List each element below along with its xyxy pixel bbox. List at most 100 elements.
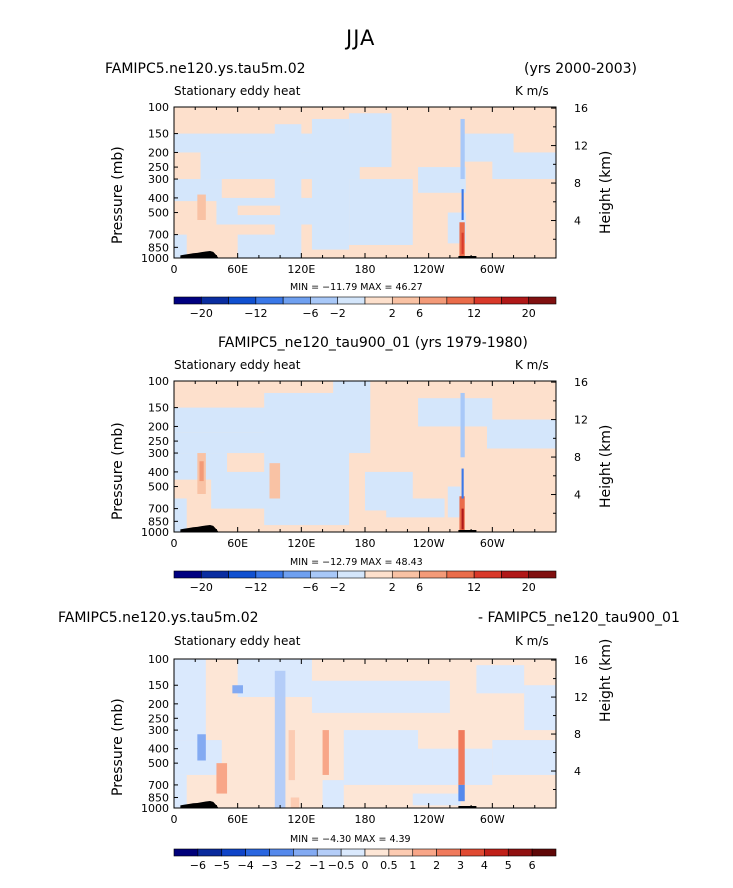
panel2-xtick-label: 0	[171, 537, 178, 550]
panel1-colorbar-label: −12	[244, 307, 267, 320]
panel3-topography	[180, 801, 219, 808]
panel2-ytick-label: 100	[148, 375, 169, 388]
panel3-colorbar-box	[269, 848, 294, 857]
panel3-colorbar-label: 2	[433, 859, 440, 872]
panel2-colorbar-box	[173, 570, 202, 579]
panel3-colorbar-box	[531, 848, 557, 857]
panel3-case-right: - FAMIPC5_ne120_tau900_01	[478, 610, 680, 626]
panel2-cell	[447, 486, 461, 518]
panel3-cell	[288, 730, 295, 781]
panel1-ytick-label: 250	[148, 161, 169, 174]
panel3-cell	[386, 748, 493, 785]
panel3-cell	[311, 680, 450, 713]
panel3-cell	[458, 784, 465, 802]
panel1-ytick-label: 850	[148, 241, 169, 254]
panel3-ytick-label: 200	[148, 698, 169, 711]
panel1-cell	[174, 234, 187, 258]
panel3-colorbar-box	[293, 848, 318, 857]
panel1-htick-label: 4	[574, 215, 581, 228]
panel2-field	[174, 381, 556, 532]
panel2-stats: MIN = −12.79 MAX = 48.43	[290, 557, 423, 568]
panel2-cell	[487, 419, 556, 449]
panel2-cell	[269, 463, 281, 499]
panel3-colorbar-box	[364, 848, 390, 857]
panel3-case-left: FAMIPC5.ne120.ys.tau5m.02	[58, 610, 259, 626]
panel2-cell	[386, 498, 445, 518]
panel2-colorbar-label: −2	[330, 581, 346, 594]
panel2-xtick-label: 180	[355, 537, 376, 550]
panel2-case-left: FAMIPC5_ne120_tau900_01 (yrs 1979-1980)	[218, 335, 528, 351]
panel2-cell	[199, 461, 204, 482]
panel3-colorbar-box	[340, 848, 366, 857]
panel2-htick-label: 8	[574, 451, 581, 464]
panel2-colorbar-box	[337, 570, 366, 579]
panel1-colorbar-box	[200, 296, 229, 305]
panel1-colorbar-label: −2	[330, 307, 346, 320]
panel1-xtick-label: 60W	[480, 263, 505, 276]
panel3-colorbar-label: −0.5	[328, 859, 355, 872]
panel3-cell	[274, 670, 286, 808]
panel2-ytick-label: 700	[148, 503, 169, 516]
panel1-colorbar-box	[473, 296, 502, 305]
panel3-cell	[458, 730, 465, 785]
panel3-cell	[174, 774, 187, 808]
panel1-colorbar-box	[446, 296, 475, 305]
panel2-colorbar-box	[364, 570, 393, 579]
panel1-colorbar-box	[364, 296, 393, 305]
panel1-xtick-label: 180	[355, 263, 376, 276]
panel1-ytick-label: 150	[148, 128, 169, 141]
panel1-colorbar-box	[255, 296, 284, 305]
panel1-cell	[461, 189, 464, 220]
panel3-htick-label: 12	[574, 691, 588, 704]
panel1-xtick-label: 0	[171, 263, 178, 276]
panel3-cell	[174, 659, 206, 741]
panel2-plot	[173, 380, 557, 533]
panel1-ytick-label: 700	[148, 229, 169, 242]
panel1-htick-label: 8	[574, 177, 581, 190]
panel2-colorbar-box	[501, 570, 530, 579]
panel1-xtick-label: 120E	[287, 263, 315, 276]
panel3-colorbar-box	[388, 848, 414, 857]
panel3-colorbar-box	[245, 848, 270, 857]
panel2-colorbar-label: 20	[522, 581, 536, 594]
panel2-cell	[460, 392, 465, 458]
panel2-colorbar-label: −20	[190, 581, 213, 594]
panel2-colorbar-box	[200, 570, 229, 579]
panel3-stats: MIN = −4.30 MAX = 4.39	[290, 834, 411, 845]
panel3-htick-label: 16	[574, 654, 588, 667]
panel2-colorbar-label: −6	[302, 581, 318, 594]
panel2-colorbar-box	[391, 570, 420, 579]
panel3-xtick-label: 60W	[480, 813, 505, 826]
panel1-colorbar-label: −20	[190, 307, 213, 320]
panel1-colorbar-label: 2	[389, 307, 396, 320]
panel1-cell	[492, 152, 556, 180]
panel3-andes-topography	[458, 806, 477, 808]
panel2-ytick-label: 300	[148, 447, 169, 460]
panel2-cell	[461, 508, 464, 530]
panel2-cell	[174, 498, 187, 532]
panel3-units: K m/s	[515, 634, 549, 648]
panel1-colorbar-label: 12	[467, 307, 481, 320]
panel2-xtick-label: 120W	[413, 537, 445, 550]
panel3-colorbar-box	[221, 848, 246, 857]
panel3-ytick-label: 500	[148, 757, 169, 770]
panel3-colorbar-box	[412, 848, 437, 857]
panel2-colorbar-label: 2	[389, 581, 396, 594]
panel1-colorbar-label: −6	[302, 307, 318, 320]
panel2-cell	[333, 381, 371, 454]
panel3-colorbar-label: −2	[285, 859, 301, 872]
panel1-cell	[174, 133, 355, 153]
panel3-cell	[290, 797, 300, 808]
panel3-colorbar-label: 5	[505, 859, 512, 872]
panel2-topography	[180, 524, 219, 532]
panel3-cell	[322, 730, 329, 775]
panel1-field	[174, 107, 556, 258]
panel2-colorbar-box	[419, 570, 448, 579]
panel1-plot	[173, 106, 557, 259]
panel3-colorbar-label: −3	[261, 859, 277, 872]
panel3-colorbar-label: 4	[481, 859, 488, 872]
panel3-ytick-label: 400	[148, 743, 169, 756]
panel2-colorbar-label: 12	[467, 581, 481, 594]
panel3-ytick-label: 700	[148, 779, 169, 792]
